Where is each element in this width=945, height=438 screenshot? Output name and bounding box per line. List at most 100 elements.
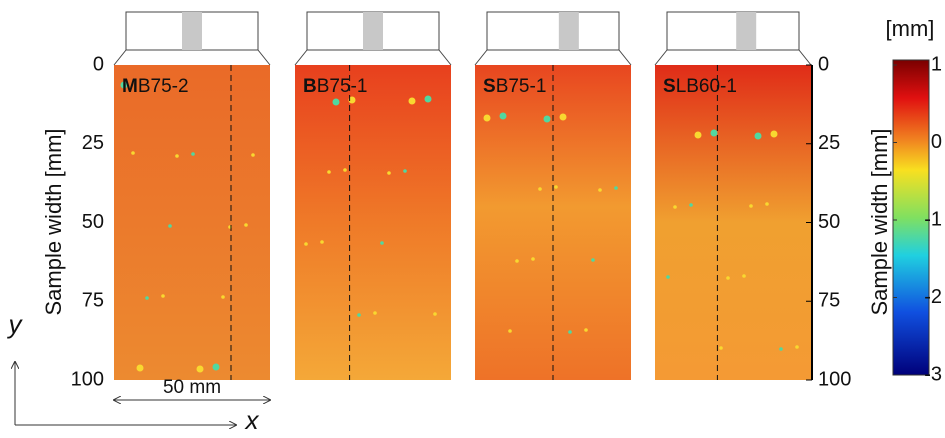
specimen-strip <box>363 12 383 50</box>
colorbar-tick-label: 1 <box>931 53 942 75</box>
speck <box>568 330 572 334</box>
scan-image <box>655 65 811 380</box>
proj-line <box>798 49 812 66</box>
panel-label: MB75-2 <box>122 76 189 97</box>
speck <box>251 153 255 157</box>
colorbar-tick-label: -3 <box>924 363 942 385</box>
specimen-box <box>486 11 620 51</box>
speck <box>304 242 308 246</box>
speck <box>559 113 567 121</box>
panel-label: SLB60-1 <box>663 76 737 97</box>
speck <box>742 274 746 278</box>
scan-image <box>114 65 270 380</box>
y-tick-label-right: 75 <box>818 290 840 312</box>
y-tick-label-right: 100 <box>818 368 851 390</box>
speck <box>131 151 135 155</box>
speck <box>614 186 618 190</box>
speck <box>136 364 144 372</box>
speck <box>719 346 723 350</box>
speck <box>754 132 762 140</box>
y-tick-label: 25 <box>82 132 104 154</box>
speck <box>598 188 602 192</box>
specimen-box <box>666 11 800 51</box>
speck <box>348 96 356 104</box>
y-axis-label-right: Sample width [mm] <box>867 128 892 315</box>
speck <box>666 275 670 279</box>
specimen-strip <box>558 12 579 50</box>
speck <box>591 258 595 262</box>
panel-label-rest: LB60-1 <box>676 76 737 97</box>
specimen-strip <box>182 12 202 50</box>
proj-line <box>654 49 668 66</box>
speck <box>327 170 331 174</box>
speck <box>538 187 542 191</box>
y-tick-label: 75 <box>82 290 104 312</box>
speck <box>221 295 225 299</box>
colorbar-tick-label: -2 <box>924 286 942 308</box>
speck <box>795 345 799 349</box>
y-tick-label-right: 50 <box>818 211 840 233</box>
colorbar-tick-label: -1 <box>924 208 942 230</box>
speck <box>554 185 558 189</box>
speck <box>191 152 195 156</box>
panels: MB75-2 BB75-1 SB75-1 SLB60-1 <box>113 11 812 380</box>
proj-line <box>474 49 488 66</box>
y-axis-label-left: Sample width [mm] <box>41 128 66 315</box>
speck <box>212 363 220 371</box>
y-tick-label: 0 <box>93 53 104 75</box>
y-tick-label-right: 25 <box>818 132 840 154</box>
proj-line <box>294 49 308 66</box>
speck <box>673 205 677 209</box>
axis-y-symbol: y <box>7 309 24 339</box>
axis-x-symbol: x <box>244 405 260 433</box>
speck <box>710 129 718 137</box>
panel-label-rest: B75-1 <box>317 76 368 97</box>
speck <box>749 204 753 208</box>
proj-line <box>257 49 271 66</box>
colorbar <box>892 59 930 376</box>
speck <box>196 365 204 373</box>
speck <box>320 240 324 244</box>
colorbar-tick-label: 0 <box>931 131 942 153</box>
speck <box>408 97 416 105</box>
colorbar-unit: [mm] <box>886 16 935 41</box>
speck <box>694 131 702 139</box>
speck <box>515 259 519 263</box>
proj-line <box>618 49 632 66</box>
panel-label: BB75-1 <box>303 76 367 97</box>
scan-image <box>475 65 631 380</box>
speck <box>387 171 391 175</box>
speck <box>120 81 128 89</box>
speck <box>508 329 512 333</box>
speck <box>403 169 407 173</box>
speck <box>584 328 588 332</box>
speck <box>770 130 778 138</box>
specimen-strip <box>736 12 757 50</box>
speck <box>244 223 248 227</box>
proj-line <box>113 49 127 66</box>
speck <box>483 114 491 122</box>
speck <box>332 98 340 106</box>
panel-label-bold: S <box>483 76 496 97</box>
speck <box>168 224 172 228</box>
speck <box>689 203 693 207</box>
speck <box>499 112 507 120</box>
y-tick-label-right: 0 <box>818 53 829 75</box>
proj-line <box>438 49 452 66</box>
speck <box>765 202 769 206</box>
scale-label: 50 mm <box>163 377 221 398</box>
panel-label-bold: B <box>303 76 317 97</box>
speck <box>543 115 551 123</box>
scan-image <box>295 65 451 380</box>
speck <box>357 313 361 317</box>
y-tick-label: 100 <box>71 368 104 390</box>
y-tick-label: 50 <box>82 211 104 233</box>
speck <box>343 168 347 172</box>
panel-label: SB75-1 <box>483 76 546 97</box>
speck <box>145 296 149 300</box>
speck <box>726 276 730 280</box>
speck <box>531 257 535 261</box>
speck <box>424 95 432 103</box>
speck <box>175 154 179 158</box>
